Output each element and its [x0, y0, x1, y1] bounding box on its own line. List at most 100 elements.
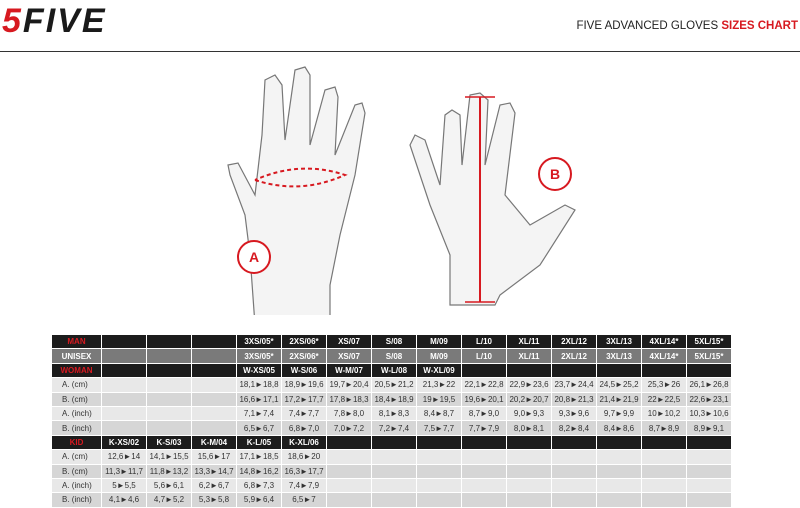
table-cell: 4,1►4,6	[101, 492, 147, 508]
table-cell	[506, 434, 552, 451]
table-cell: 7,2►7,4	[371, 420, 417, 436]
table-row: A. (cm) 18,1►18,8 18,9►19,6 19,7►20,4 20,5►2…	[51, 377, 732, 393]
table-cell	[641, 477, 687, 494]
table-cell	[596, 477, 642, 494]
row-label: UNISEX	[51, 348, 102, 364]
table-cell: 3XS/05*	[236, 333, 282, 350]
table-cell: 2XL/12	[551, 348, 597, 364]
table-cell: K-M/04	[191, 434, 237, 451]
table-cell	[551, 477, 597, 494]
table-cell: 5,3►5,8	[191, 492, 237, 508]
table-cell: 7,8►8,0	[326, 405, 372, 422]
row-label: B. (cm)	[51, 391, 102, 407]
table-cell	[191, 377, 237, 393]
table-row: A. (inch) 7,1►7,4 7,4►7,7 7,8►8,0 8,1►8,3 8,4…	[51, 405, 732, 422]
table-cell: 17,2►17,7	[281, 391, 327, 407]
table-cell	[146, 348, 192, 364]
table-cell	[461, 463, 507, 479]
table-cell	[191, 405, 237, 422]
table-cell: W-M/07	[326, 362, 372, 379]
table-cell: 18,6►20	[281, 449, 327, 465]
table-cell: 20,2►20,7	[506, 391, 552, 407]
table-cell	[686, 492, 732, 508]
table-cell: 5,9►6,4	[236, 492, 282, 508]
table-cell: K-XS/02	[101, 434, 147, 451]
table-cell	[101, 391, 147, 407]
table-row: A. (inch) 5►5,5 5,6►6,1 6,2►6,7 6,8►7,3 7,4►7…	[51, 477, 732, 494]
table-cell: 22►22,5	[641, 391, 687, 407]
table-row: KID K-XS/02 K-S/03 K-M/04 K-L/05 K-XL/06	[51, 434, 732, 451]
table-cell: 17,1►18,5	[236, 449, 282, 465]
table-cell: 7,4►7,9	[281, 477, 327, 494]
label-b-circle	[538, 157, 572, 191]
table-cell	[596, 434, 642, 451]
title-plain: FIVE ADVANCED GLOVES	[576, 20, 719, 32]
table-cell: 22,6►23,1	[686, 391, 732, 407]
table-cell	[686, 434, 732, 451]
logo-word: FIVE	[22, 2, 107, 40]
table-cell	[686, 362, 732, 379]
table-cell: K-XL/06	[281, 434, 327, 451]
table-cell: 9,7►9,9	[596, 405, 642, 422]
table-cell: 3XL/13	[596, 348, 642, 364]
table-cell: K-L/05	[236, 434, 282, 451]
table-cell	[146, 391, 192, 407]
table-cell: 8,7►8,9	[641, 420, 687, 436]
table-cell	[506, 492, 552, 508]
table-cell: 8,7►9,0	[461, 405, 507, 422]
table-cell	[101, 333, 147, 350]
table-cell: 14,8►16,2	[236, 463, 282, 479]
title-bold: SIZES CHART	[721, 20, 798, 32]
table-cell	[191, 420, 237, 436]
row-label: KID	[51, 434, 102, 451]
table-cell: W-S/06	[281, 362, 327, 379]
table-cell	[326, 463, 372, 479]
table-cell: 9,0►9,3	[506, 405, 552, 422]
table-cell	[371, 434, 417, 451]
table-cell	[461, 362, 507, 379]
row-label: B. (inch)	[51, 420, 102, 436]
hand-back-illustration	[227, 66, 366, 315]
table-cell	[191, 348, 237, 364]
table-cell: XS/07	[326, 333, 372, 350]
table-cell	[416, 492, 462, 508]
row-label: A. (cm)	[51, 449, 102, 465]
table-cell: 11,3►11,7	[101, 463, 147, 479]
table-cell	[146, 362, 192, 379]
table-cell: K-S/03	[146, 434, 192, 451]
table-cell: 19,6►20,1	[461, 391, 507, 407]
row-label: A. (inch)	[51, 405, 102, 422]
table-cell	[596, 449, 642, 465]
size-table: MAN 3XS/05* 2XS/06* XS/07 S/08 M/09 L/10 XL/11 2…	[51, 333, 732, 508]
table-cell	[641, 362, 687, 379]
table-cell: 20,5►21,2	[371, 377, 417, 393]
table-cell: 13,3►14,7	[191, 463, 237, 479]
table-row: UNISEX 3XS/05* 2XS/06* XS/07 S/08 M/09 L/10 XL/…	[51, 348, 732, 364]
table-cell	[551, 434, 597, 451]
table-cell: 4XL/14*	[641, 348, 687, 364]
table-cell: 7,7►7,9	[461, 420, 507, 436]
table-cell	[596, 362, 642, 379]
table-cell: 19►19,5	[416, 391, 462, 407]
table-cell	[506, 477, 552, 494]
table-row: A. (cm) 12,6►14 14,1►15,5 15,6►17 17,1►18,5 1…	[51, 449, 732, 465]
table-cell	[551, 362, 597, 379]
table-cell: 7,4►7,7	[281, 405, 327, 422]
table-cell	[146, 420, 192, 436]
row-label: A. (inch)	[51, 477, 102, 494]
table-cell: 23,7►24,4	[551, 377, 597, 393]
table-cell: 6,5►6,7	[236, 420, 282, 436]
table-cell	[416, 434, 462, 451]
logo-number: 5	[2, 2, 23, 40]
table-cell: 4,7►5,2	[146, 492, 192, 508]
table-cell	[101, 362, 147, 379]
table-cell	[551, 449, 597, 465]
table-cell	[506, 449, 552, 465]
table-cell: S/08	[371, 348, 417, 364]
table-cell: 3XS/05*	[236, 348, 282, 364]
table-cell: 18,9►19,6	[281, 377, 327, 393]
table-cell	[326, 449, 372, 465]
table-cell	[416, 463, 462, 479]
measure-a-line	[254, 167, 348, 188]
table-cell	[146, 377, 192, 393]
